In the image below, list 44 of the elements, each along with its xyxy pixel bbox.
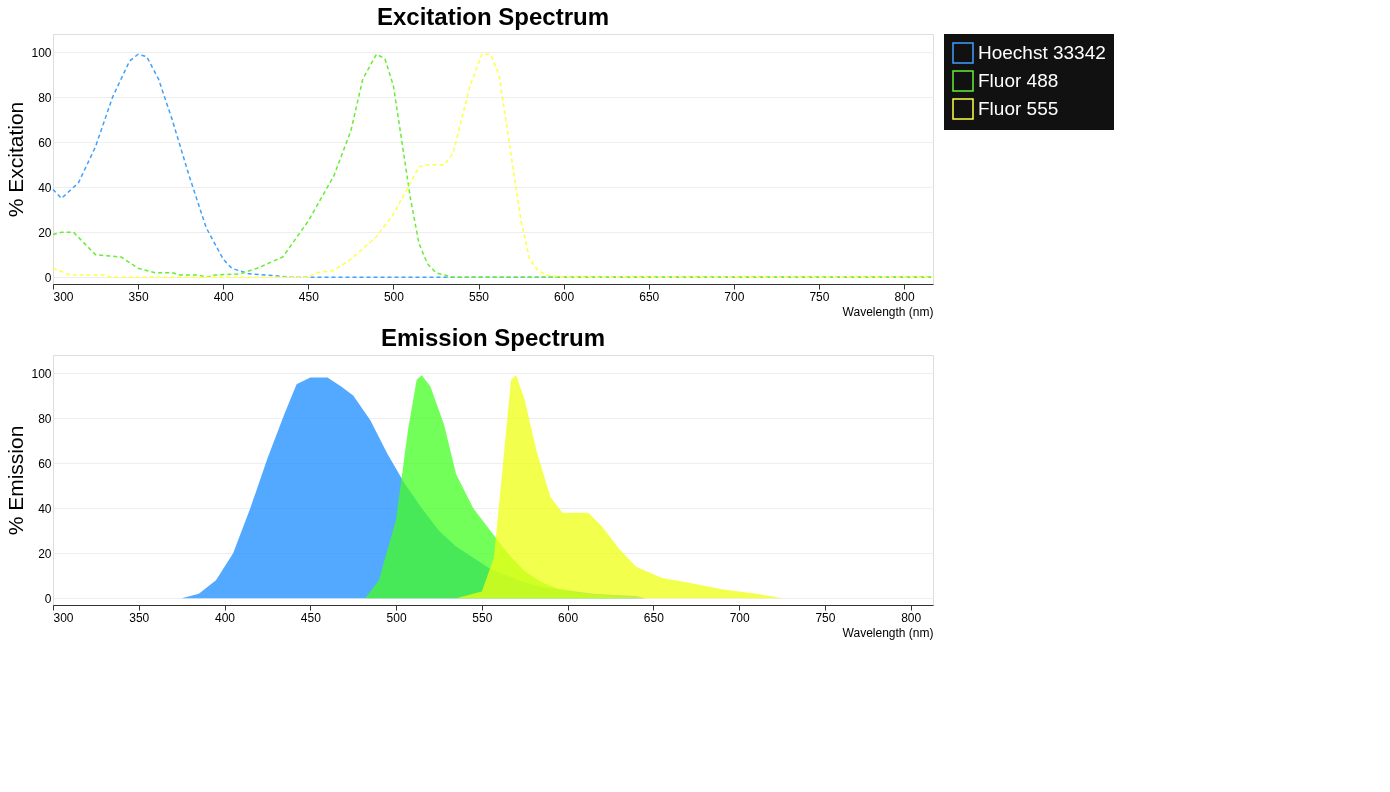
x-tick-label: 300	[53, 610, 74, 625]
x-tick-label: 700	[729, 610, 750, 625]
y-tick-label: 20	[38, 546, 52, 561]
x-tick-label: 400	[215, 610, 236, 625]
x-tick-label: 400	[213, 289, 235, 304]
x-tick-label: 750	[815, 610, 836, 625]
legend-label: Fluor 555	[978, 98, 1059, 119]
x-tick-label: 350	[129, 610, 150, 625]
x-axis-title: Wavelength (nm)	[842, 625, 934, 640]
x-tick-label: 300	[53, 289, 74, 304]
y-tick-label: 0	[44, 270, 52, 285]
y-tick-label: 80	[38, 411, 52, 426]
y-tick-label: 60	[38, 135, 52, 150]
legend-label: Hoechst 33342	[978, 42, 1106, 63]
legend-label: Fluor 488	[978, 70, 1059, 91]
y-axis-title: % Excitation	[4, 101, 28, 218]
x-tick-label: 700	[724, 289, 745, 304]
x-tick-label: 500	[386, 610, 407, 625]
chart-title: Excitation Spectrum	[376, 3, 610, 30]
x-tick-label: 600	[558, 610, 579, 625]
y-tick-label: 80	[38, 90, 52, 105]
y-axis-title: % Emission	[4, 425, 28, 536]
y-tick-label: 40	[38, 501, 52, 516]
x-tick-label: 650	[639, 289, 660, 304]
x-tick-label: 450	[300, 610, 322, 625]
y-tick-label: 40	[38, 180, 52, 195]
y-tick-label: 20	[38, 225, 52, 240]
y-tick-label: 100	[31, 45, 52, 60]
x-tick-label: 800	[901, 610, 922, 625]
x-tick-label: 600	[554, 289, 575, 304]
line-series	[52, 53, 934, 278]
x-tick-label: 550	[469, 289, 490, 304]
x-tick-label: 650	[643, 610, 665, 625]
x-axis-title: Wavelength (nm)	[842, 304, 934, 319]
x-tick-label: 500	[383, 289, 405, 304]
x-tick-label: 750	[809, 289, 830, 304]
chart-title: Emission Spectrum	[380, 324, 606, 351]
y-tick-label: 0	[44, 591, 52, 606]
x-tick-label: 350	[128, 289, 149, 304]
x-tick-label: 550	[472, 610, 493, 625]
y-tick-label: 60	[38, 456, 52, 471]
x-tick-label: 450	[298, 289, 320, 304]
y-tick-label: 100	[31, 366, 52, 381]
x-tick-label: 800	[894, 289, 915, 304]
